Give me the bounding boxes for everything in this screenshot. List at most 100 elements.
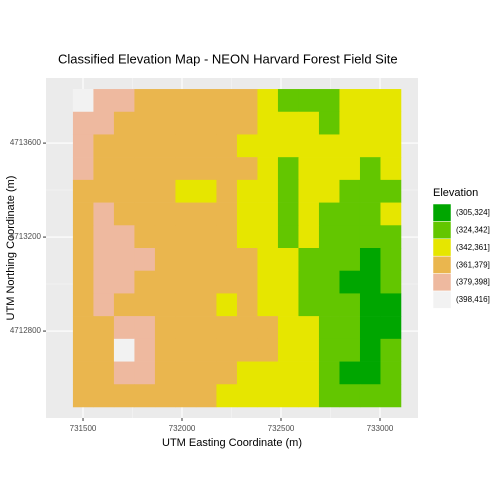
raster-cell: [236, 111, 258, 135]
raster-cell: [113, 293, 135, 317]
raster-cell: [380, 89, 402, 113]
raster-cell: [380, 157, 402, 181]
raster-cell: [154, 225, 176, 249]
x-tick-label: 732000: [169, 424, 196, 433]
raster-cell: [380, 179, 402, 203]
raster-cell: [277, 157, 299, 181]
chart-title: Classified Elevation Map - NEON Harvard …: [58, 51, 398, 66]
raster-cell: [216, 89, 238, 113]
raster-cell: [175, 202, 197, 226]
legend-label: (398,416]: [456, 295, 490, 304]
raster-cell: [113, 179, 135, 203]
raster-cell: [236, 361, 258, 385]
raster-cell: [318, 384, 340, 408]
raster-cell: [257, 89, 279, 113]
raster-cell: [318, 248, 340, 272]
raster-cell: [195, 89, 217, 113]
raster-cell: [318, 270, 340, 294]
raster-cell: [298, 293, 320, 317]
raster-cell: [339, 111, 361, 135]
raster-cell: [134, 270, 156, 294]
legend-key: [432, 221, 452, 240]
raster-cell: [134, 384, 156, 408]
raster-cell: [154, 89, 176, 113]
raster-cell: [175, 361, 197, 385]
raster-cell: [72, 179, 94, 203]
raster-cell: [339, 248, 361, 272]
raster-cell: [175, 316, 197, 340]
raster-cell: [113, 270, 135, 294]
raster-cell: [175, 157, 197, 181]
raster-cell: [195, 293, 217, 317]
raster-cell: [195, 225, 217, 249]
raster-cell: [318, 361, 340, 385]
raster-cell: [93, 316, 115, 340]
raster-cell: [93, 111, 115, 135]
raster-cell: [175, 111, 197, 135]
raster-cell: [257, 316, 279, 340]
raster-cell: [277, 316, 299, 340]
raster-cell: [339, 270, 361, 294]
raster-cell: [298, 316, 320, 340]
raster-cell: [134, 157, 156, 181]
x-tick-label: 733000: [367, 424, 394, 433]
raster-cell: [277, 361, 299, 385]
raster-cell: [318, 293, 340, 317]
raster-cell: [339, 384, 361, 408]
raster-cell: [380, 316, 402, 340]
raster-cell: [318, 89, 340, 113]
raster-cell: [339, 338, 361, 362]
raster-cell: [380, 384, 402, 408]
raster-cell: [216, 157, 238, 181]
raster-cell: [359, 293, 381, 317]
raster-cell: [195, 248, 217, 272]
raster-cell: [318, 111, 340, 135]
raster-cell: [257, 338, 279, 362]
raster-cell: [339, 293, 361, 317]
raster-cell: [93, 384, 115, 408]
raster-cell: [216, 270, 238, 294]
raster-cell: [72, 338, 94, 362]
raster-cell: [236, 293, 258, 317]
raster-cell: [236, 338, 258, 362]
raster-cell: [380, 338, 402, 362]
raster-cell: [134, 179, 156, 203]
raster-cell: [277, 179, 299, 203]
raster-cell: [277, 338, 299, 362]
raster-cell: [154, 270, 176, 294]
raster-cell: [339, 225, 361, 249]
raster-cell: [359, 202, 381, 226]
raster-cell: [380, 111, 402, 135]
raster-cell: [175, 248, 197, 272]
raster-cell: [154, 202, 176, 226]
raster-cell: [236, 157, 258, 181]
raster-cell: [298, 89, 320, 113]
raster-cell: [359, 225, 381, 249]
raster-cell: [175, 134, 197, 158]
raster-cell: [113, 89, 135, 113]
legend-label: (342,361]: [456, 243, 490, 252]
raster-cell: [154, 316, 176, 340]
legend-key: [432, 290, 452, 309]
raster-cell: [359, 157, 381, 181]
raster-cell: [318, 179, 340, 203]
raster-cell: [236, 316, 258, 340]
raster-cell: [318, 225, 340, 249]
raster-cell: [113, 361, 135, 385]
raster-cell: [134, 225, 156, 249]
raster-cell: [113, 111, 135, 135]
y-tick-label: 4713200: [10, 232, 42, 241]
raster-cell: [72, 384, 94, 408]
raster-cell: [154, 111, 176, 135]
raster-cell: [380, 293, 402, 317]
raster-cell: [93, 361, 115, 385]
x-tick-label: 732500: [268, 424, 295, 433]
raster-cell: [113, 202, 135, 226]
raster-cell: [257, 270, 279, 294]
raster-cell: [154, 157, 176, 181]
raster-cell: [154, 361, 176, 385]
raster-cell: [113, 134, 135, 158]
raster-cell: [93, 179, 115, 203]
raster-cell: [72, 225, 94, 249]
raster-cell: [359, 89, 381, 113]
